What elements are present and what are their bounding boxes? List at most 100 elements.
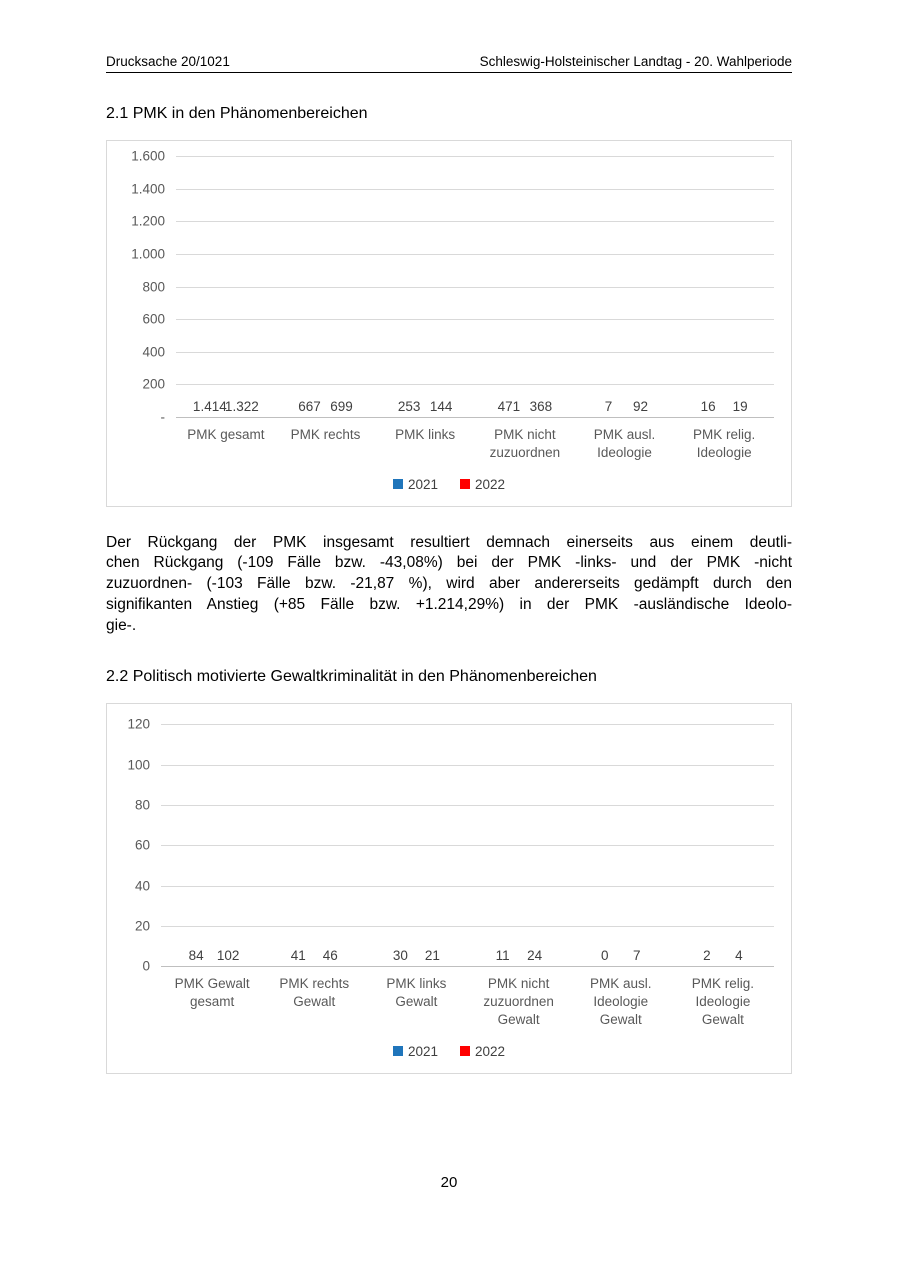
data-label: 21 <box>424 948 440 964</box>
data-label: 144 <box>429 399 453 414</box>
category-label: PMK Gewalt gesamt <box>161 975 263 1028</box>
category-label-line: Gewalt <box>293 994 336 1010</box>
gridline <box>161 724 774 726</box>
y-axis-tick-label: 20 <box>134 918 150 934</box>
y-axis-tick-label: - <box>160 409 166 425</box>
category-label-line: zuzuordnen <box>483 994 554 1010</box>
paragraph-line: gie-. <box>106 616 137 634</box>
chart1-category-axis: PMK gesamt PMK rechts PMK links PMK nicht zu… <box>176 426 774 462</box>
category-label-line: PMK rechts <box>290 427 361 442</box>
x-axis-line <box>176 417 774 418</box>
data-label: 7 <box>633 948 641 964</box>
page-number: 20 <box>440 1173 458 1191</box>
section-title-2-2: 2.2 Politisch motivierte Gewaltkriminali… <box>106 668 597 686</box>
data-label: 2 <box>703 948 711 964</box>
paragraph-line: zuzuordnen- (-103 Fälle bzw. -21,87 %), … <box>106 575 792 593</box>
chart1-legend: 2021 2022 <box>107 477 791 492</box>
paragraph-line: chen Rückgang (-109 Fälle bzw. -43,08%) … <box>106 554 792 572</box>
gridline <box>176 351 774 353</box>
body-paragraph: Der Rückgang der PMK insgesamt resultier… <box>106 533 792 637</box>
category-label-line: Ideologie <box>593 994 649 1010</box>
data-label: 368 <box>529 399 553 414</box>
category-label: PMK ausl. Ideologie Gewalt <box>570 975 672 1028</box>
y-axis-tick-label: 0 <box>142 958 150 974</box>
legend-swatch-2022 <box>460 1046 470 1057</box>
category-label: PMK links <box>375 426 475 462</box>
gridline <box>176 188 774 190</box>
category-label: PMK rechts Gewalt <box>263 975 365 1028</box>
gridline <box>161 845 774 847</box>
y-axis-tick-label: 100 <box>127 757 150 773</box>
legend-swatch-2021 <box>392 1046 403 1057</box>
gridline <box>176 221 774 223</box>
category-label-line: Ideologie <box>695 994 751 1010</box>
category-label-line: Gewalt <box>599 1012 642 1028</box>
data-label: 84 <box>188 948 204 964</box>
category-label-line: Ideologie <box>696 444 752 460</box>
y-axis-tick-label: 1.600 <box>131 148 165 164</box>
data-label: 16 <box>700 399 716 414</box>
legend-item: 2022 <box>460 1044 505 1059</box>
category-label: PMK nicht zuzuordnen <box>475 426 575 462</box>
category-label: PMK rechts <box>276 426 376 462</box>
chart1-plot-area: 1.600 1.400 1.200 1.000 800 600 400 200-1.414 1.… <box>131 149 774 425</box>
category-label-line: Gewalt <box>497 1012 540 1028</box>
category-label-line: gesamt <box>189 994 235 1010</box>
data-label: 253 <box>397 399 421 414</box>
page-header: Drucksache 20/1021 Schleswig-Holsteinisc… <box>106 54 792 73</box>
data-label: 11 <box>495 948 510 964</box>
legend-label: 2021 <box>407 476 438 492</box>
category-label-line: Gewalt <box>395 994 438 1010</box>
paragraph-line: signifikanten Anstieg (+85 Fälle bzw. +1… <box>106 595 792 613</box>
header-left-text: Drucksache 20/1021 <box>106 54 230 69</box>
y-axis-tick-label: 200 <box>142 376 165 392</box>
y-axis-tick-label: 40 <box>134 878 150 894</box>
data-label: 471 <box>497 399 521 414</box>
header-right-text: Schleswig-Holsteinischer Landtag - 20. W… <box>479 54 792 69</box>
gridline <box>176 319 774 321</box>
y-axis-tick-label: 1.400 <box>131 181 165 197</box>
category-label: PMK links Gewalt <box>365 975 467 1028</box>
data-label: 46 <box>322 948 338 964</box>
gridline <box>161 805 774 807</box>
paragraph-line: Der Rückgang der PMK insgesamt resultier… <box>106 533 792 551</box>
category-label-line: PMK Gewalt <box>174 976 250 992</box>
gridline <box>161 764 774 766</box>
data-label: 0 <box>601 948 609 964</box>
legend-item: 2022 <box>460 477 505 492</box>
category-label-line: Ideologie <box>597 444 652 460</box>
chart2-category-axis: PMK Gewalt gesamt PMK rechts Gewalt PMK link… <box>161 975 774 1028</box>
category-label-line: PMK nicht <box>494 427 556 442</box>
y-axis-tick-label: 1.200 <box>131 213 165 229</box>
category-label-line: PMK gesamt <box>187 427 265 442</box>
gridline <box>176 384 774 386</box>
data-label: 19 <box>732 399 748 414</box>
category-label-line: zuzuordnen <box>489 444 561 460</box>
category-label-line: PMK relig. <box>691 976 755 992</box>
data-label: 102 <box>216 948 240 964</box>
category-label-line: PMK links <box>386 976 447 992</box>
legend-swatch-2022 <box>460 479 470 490</box>
bar-series: 84 102 41 46 30 21 11 24 0 7 2 4 <box>161 724 774 966</box>
category-label-line: PMK rechts <box>279 976 350 992</box>
document-page: Drucksache 20/1021 Schleswig-Holsteinisc… <box>106 0 792 1191</box>
gridline <box>176 253 774 255</box>
chart2-legend: 2021 2022 <box>107 1044 791 1059</box>
category-label-line: PMK ausl. <box>593 427 656 442</box>
legend-item: 2021 <box>392 1043 438 1059</box>
legend-label: 2021 <box>407 1043 438 1059</box>
chart-pmk-phenomena: 1.600 1.400 1.200 1.000 800 600 400 200-1.414 1.… <box>106 140 792 507</box>
data-label: 41 <box>290 948 306 964</box>
category-label-line: PMK nicht <box>487 976 550 992</box>
chart2-plot-area: 120 100 80 60 40 20 0 84 102 41 46 30 21 11 24 0 7 2 4 <box>127 717 774 974</box>
section-title-2-1: 2.1 PMK in den Phänomenbereichen <box>106 105 368 122</box>
legend-label: 2022 <box>475 476 506 492</box>
x-axis-line <box>161 966 774 968</box>
legend-label: 2022 <box>475 1043 506 1059</box>
gridline <box>161 885 774 887</box>
legend-swatch-2021 <box>392 479 403 490</box>
y-axis-tick-label: 80 <box>134 797 150 813</box>
category-label-line: PMK relig. <box>693 427 756 442</box>
chart-pmk-violence: 120 100 80 60 40 20 0 84 102 41 46 30 21 11 24 0 7 2 4 PMK… <box>106 703 792 1074</box>
y-axis-tick-label: 1.000 <box>131 246 165 262</box>
